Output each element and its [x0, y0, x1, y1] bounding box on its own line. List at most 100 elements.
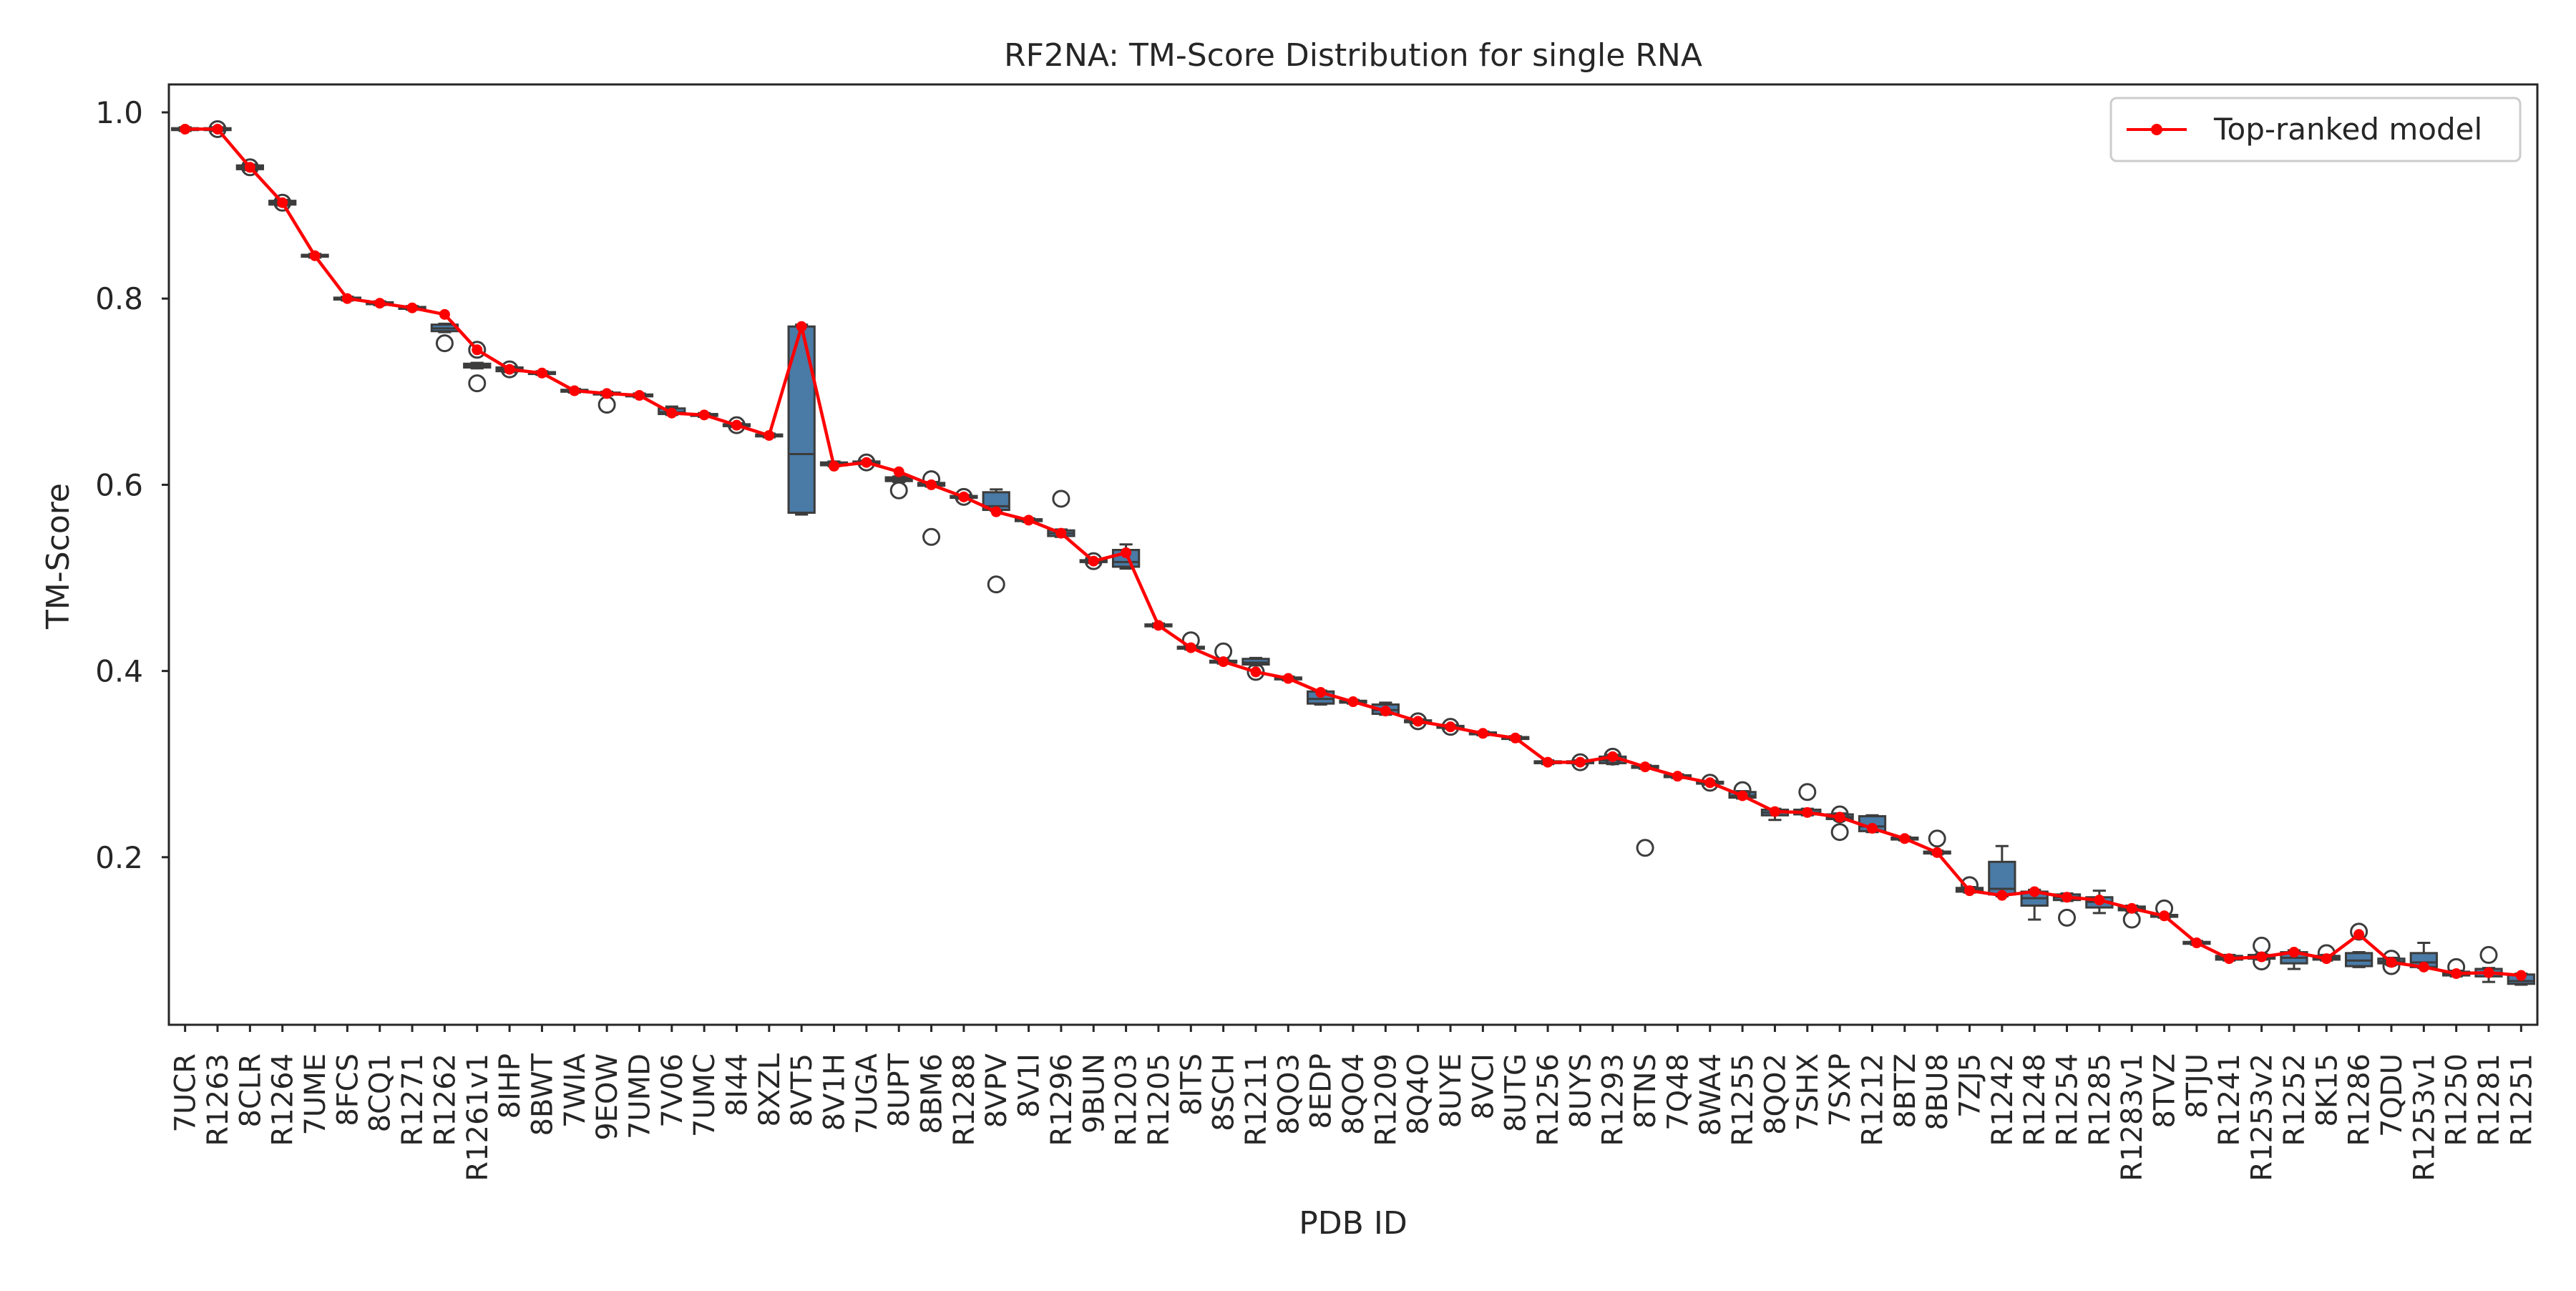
- top-ranked-point: [990, 506, 1002, 517]
- top-ranked-point: [958, 491, 970, 502]
- top-ranked-point: [1315, 687, 1327, 698]
- top-ranked-point: [1510, 732, 1521, 744]
- top-ranked-point: [1250, 666, 1262, 678]
- top-ranked-point: [829, 460, 840, 472]
- x-tick-label: 8UPT: [883, 1053, 916, 1127]
- top-ranked-point: [374, 298, 386, 309]
- box-8TNS: [1631, 764, 1659, 857]
- x-tick-label: R1253v2: [2246, 1053, 2279, 1182]
- top-ranked-point: [861, 457, 872, 468]
- top-ranked-point: [2062, 892, 2073, 903]
- x-tick-label: 8TJU: [2181, 1053, 2214, 1119]
- outlier-point: [1798, 783, 1817, 802]
- x-tick-label: 8WA4: [1694, 1053, 1727, 1136]
- top-ranked-point: [1023, 515, 1035, 526]
- top-ranked-point: [666, 407, 678, 419]
- x-tick-label: R1250: [2441, 1053, 2474, 1146]
- top-ranked-point: [633, 390, 645, 401]
- top-ranked-point: [2191, 937, 2202, 949]
- x-tick-label: 7V06: [656, 1053, 689, 1128]
- top-ranked-point: [2353, 929, 2365, 940]
- outlier-point: [1830, 823, 1849, 842]
- x-tick-label: 7UMD: [623, 1053, 656, 1139]
- top-ranked-point: [1899, 833, 1911, 844]
- top-ranked-point: [1802, 807, 1813, 818]
- outlier-point: [889, 481, 908, 500]
- legend: Top-ranked model: [2109, 97, 2522, 162]
- top-ranked-point: [926, 479, 937, 490]
- top-ranked-point: [1737, 790, 1748, 802]
- x-tick-label: 7Q48: [1662, 1053, 1694, 1131]
- box-R1261v1: [463, 341, 492, 393]
- x-tick-label: R1253v1: [2408, 1053, 2441, 1182]
- legend-frame: [2109, 97, 2522, 162]
- x-tick-label: R1211: [1240, 1053, 1273, 1146]
- outlier-point: [987, 575, 1005, 594]
- outlier-point: [922, 527, 941, 546]
- x-tick-label: R1281: [2473, 1053, 2506, 1146]
- x-tick-label: 7SXP: [1824, 1053, 1857, 1126]
- x-tick-label: R1283v1: [2116, 1053, 2149, 1182]
- outlier-point: [1084, 552, 1103, 570]
- axes-frame: [167, 83, 2539, 1026]
- x-tick-label: 8QO2: [1759, 1053, 1792, 1135]
- top-ranked-point: [1834, 812, 1845, 823]
- x-tick-label: 8UYS: [1564, 1053, 1597, 1129]
- x-tick-label: R1296: [1045, 1053, 1078, 1146]
- top-ranked-point: [212, 123, 223, 135]
- x-tick-label: 8K15: [2311, 1053, 2343, 1127]
- top-ranked-point: [2288, 947, 2300, 958]
- x-tick-label: R1264: [267, 1053, 300, 1146]
- top-ranked-point: [2126, 902, 2137, 914]
- top-ranked-point: [406, 302, 418, 313]
- x-tick-label: 8VPV: [980, 1053, 1013, 1128]
- top-ranked-point: [698, 409, 710, 421]
- x-tick-label: R1285: [2084, 1053, 2117, 1146]
- top-ranked-point: [1542, 756, 1553, 768]
- x-tick-label: 8QO4: [1337, 1053, 1370, 1135]
- x-tick-label: R1242: [1986, 1053, 2019, 1146]
- x-tick-label: R1251: [2505, 1053, 2538, 1146]
- top-ranked-point: [1996, 890, 2008, 901]
- x-tick-label: 8SCH: [1208, 1053, 1241, 1131]
- x-tick-label: 9EOW: [591, 1053, 624, 1141]
- x-tick-label: 8I44: [721, 1053, 753, 1116]
- outlier-point: [240, 158, 259, 177]
- top-ranked-point: [2029, 886, 2040, 897]
- x-tick-label: 8EDP: [1305, 1053, 1338, 1129]
- box-R1262: [430, 322, 459, 353]
- y-tick-label: 0.2: [95, 840, 143, 875]
- x-tick-label: R1252: [2278, 1053, 2311, 1146]
- top-ranked-line: [185, 127, 2522, 978]
- top-ranked-point: [2094, 895, 2105, 906]
- top-ranked-point: [1672, 771, 1683, 782]
- top-ranked-point: [1931, 847, 1943, 858]
- y-tick-label: 1.0: [95, 95, 143, 130]
- top-ranked-point: [1088, 555, 1099, 567]
- x-tick-label: 8VT5: [786, 1053, 819, 1127]
- x-tick-label: 7ZJ5: [1954, 1053, 1987, 1118]
- x-tick-label: 8TVZ: [2149, 1053, 2182, 1129]
- y-tick-label: 0.6: [95, 467, 143, 502]
- top-ranked-point: [1639, 761, 1651, 773]
- box-R1211: [1241, 656, 1270, 681]
- top-ranked-point: [1574, 756, 1586, 768]
- top-ranked-point: [2418, 961, 2429, 973]
- x-tick-label: R1212: [1856, 1053, 1889, 1146]
- top-ranked-point: [1185, 642, 1196, 653]
- top-ranked-point: [1964, 885, 1976, 897]
- x-tick-label: R1205: [1143, 1053, 1176, 1146]
- top-ranked-point: [1866, 822, 1878, 834]
- top-ranked-point: [180, 123, 191, 135]
- top-ranked-point: [277, 197, 288, 208]
- x-tick-label: R1261v1: [462, 1053, 494, 1182]
- x-tick-label: 8QO3: [1272, 1053, 1305, 1135]
- x-tick-label: 7UME: [299, 1053, 332, 1136]
- outlier-point: [273, 193, 292, 212]
- top-ranked-point: [2256, 951, 2268, 963]
- top-ranked-point: [763, 429, 775, 441]
- top-ranked-point: [1477, 728, 1488, 739]
- top-ranked-point: [2159, 910, 2170, 922]
- x-tick-label: 8TNS: [1629, 1053, 1662, 1129]
- y-tick-label: 0.8: [95, 281, 143, 316]
